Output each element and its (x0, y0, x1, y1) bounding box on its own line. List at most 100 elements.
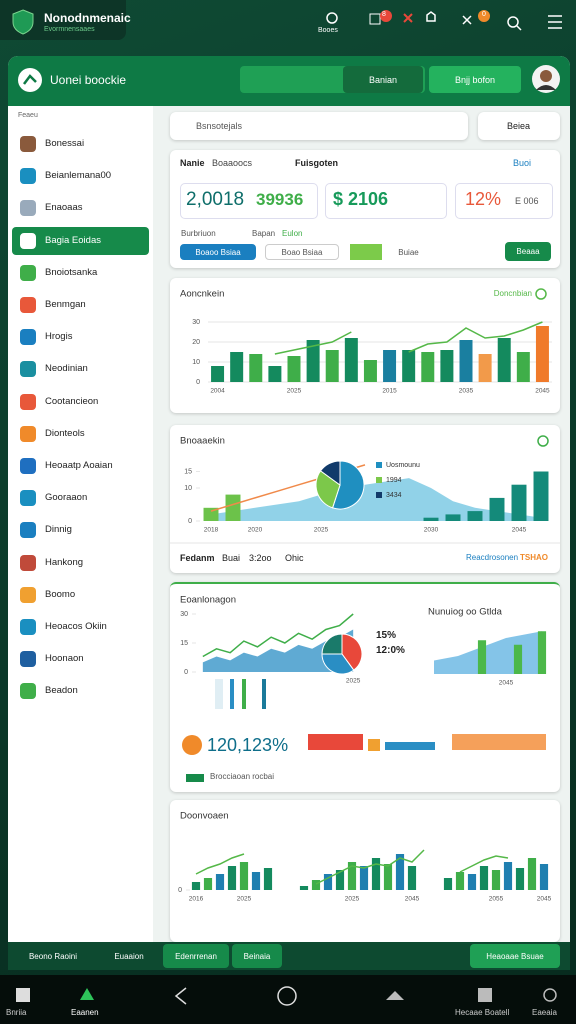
bar (371, 858, 381, 890)
tab[interactable]: Beinaia (232, 944, 282, 968)
sidebar-item[interactable]: Dinnig (45, 524, 72, 536)
bar (359, 866, 369, 890)
sidebar-item[interactable]: Heoaatp Aoaian (45, 460, 113, 471)
x-tick-label: 2004 (210, 388, 225, 395)
sidebar-icon[interactable] (20, 393, 36, 410)
sidebar-icon[interactable] (20, 651, 36, 668)
sidebar-item[interactable]: Boomo (45, 588, 76, 600)
nav-icons[interactable] (0, 980, 576, 1008)
tab[interactable]: Nanie (180, 158, 205, 168)
tab[interactable]: Euaaion (114, 951, 144, 961)
sidebar-item[interactable]: Benmgan (45, 299, 86, 310)
button[interactable]: Boao Bsiaa (265, 244, 339, 260)
bar (323, 874, 333, 890)
sidebar-icon[interactable] (20, 554, 36, 571)
sidebar-item[interactable]: Hankong (45, 556, 84, 568)
chart-title: Nunuiog oo Gtlda (428, 607, 503, 618)
sidebar-icon[interactable] (20, 490, 36, 507)
bar (516, 352, 530, 382)
nav-label[interactable]: Bnriia (6, 1008, 27, 1017)
badge: 8 (382, 11, 386, 18)
sidebar-icon[interactable] (20, 264, 36, 281)
button[interactable]: Buiae (398, 247, 419, 257)
bar (515, 868, 525, 890)
sidebar-item[interactable]: Beadon (45, 685, 78, 697)
tab[interactable]: Boaaoocs (212, 158, 253, 168)
button[interactable]: Boaoo Bsiaa (180, 244, 256, 260)
sidebar-item[interactable]: Hoonaon (45, 653, 84, 665)
stat: E 006 (515, 196, 539, 206)
x-tick-label: 2045 (535, 388, 550, 395)
x-tick-label: 2018 (204, 527, 219, 534)
sidebar-icon[interactable] (20, 297, 36, 313)
sidebar-icon[interactable] (20, 586, 36, 603)
chart: Bnoaaekin 0 10 15 2018 2020 2025 2030 2045 Uosmou… (170, 435, 560, 544)
nav-label[interactable]: Hecaae Boatell (455, 1008, 510, 1017)
tab[interactable]: Beono Raoini (28, 951, 78, 961)
sidebar-icon[interactable] (20, 683, 36, 700)
chart-title: Bnoaaekin (180, 436, 225, 447)
stat: 39936 (256, 190, 304, 209)
nav-label[interactable]: Eaeaia (532, 1008, 557, 1017)
tab[interactable]: Edenrrenan (163, 944, 229, 968)
sidebar-icon[interactable] (20, 458, 36, 474)
stat: 2,0018 (186, 189, 245, 210)
x-tick-label: 2045 (512, 527, 527, 534)
button[interactable]: Banian (343, 66, 423, 93)
pie-slice (341, 633, 363, 671)
button[interactable]: Heaoaae Bsuae (470, 944, 560, 968)
link[interactable]: Buoi (513, 158, 532, 168)
toolbar-icon[interactable] (16, 66, 44, 94)
sidebar-icon[interactable] (20, 200, 36, 217)
sidebar-item[interactable]: Bagia Eoidas (45, 234, 101, 246)
sidebar-item[interactable]: Bnoiotsanka (45, 266, 98, 278)
chart-panel: Bnoaaekin 0 10 15 2018 2020 2025 2030 2045 Uosmou… (170, 425, 560, 573)
filter[interactable]: Eulon (282, 229, 303, 238)
sidebar-item[interactable]: Hrogis (45, 331, 73, 343)
sidebar-item[interactable]: Beianlemana00 (45, 170, 112, 182)
sidebar-icon[interactable] (20, 329, 36, 346)
logo[interactable] (12, 9, 34, 35)
bar (527, 858, 537, 890)
sidebar-item[interactable]: Cootancieon (45, 395, 99, 407)
sidebar-icon[interactable] (20, 361, 36, 378)
sidebar-item[interactable]: Gooraaon (45, 492, 88, 504)
dropdown[interactable] (478, 112, 560, 140)
toggle[interactable] (350, 244, 382, 260)
sidebar-icon[interactable] (20, 425, 36, 442)
search-box[interactable] (170, 112, 468, 140)
stat-box (325, 183, 447, 219)
sidebar-item[interactable]: Heoacos Okiin (45, 621, 107, 632)
chart-panel: Eoanlonagon 0 15 30 2025 Nunuiog oo Gtlda 2045 (170, 582, 560, 792)
y-tick-label: 10 (184, 485, 192, 492)
sidebar-icon[interactable] (20, 619, 36, 635)
sidebar-icon[interactable] (20, 136, 36, 152)
top-icons[interactable] (300, 6, 576, 38)
avatar[interactable] (531, 64, 561, 94)
filter[interactable]: Bapan (252, 229, 276, 238)
tab[interactable]: Fuisgoten (295, 158, 338, 168)
bar (491, 870, 501, 890)
bar (263, 868, 273, 890)
filter[interactable]: Burbriuon (181, 229, 216, 238)
bar (203, 878, 213, 890)
sidebar-item[interactable]: Neodinian (45, 363, 88, 375)
sidebar-icon[interactable] (20, 522, 36, 539)
legend-marker (535, 288, 547, 300)
nav-label[interactable]: Eaanen (71, 1008, 99, 1017)
sidebar-item[interactable]: Enaoaas (45, 202, 83, 214)
chart: Doonvoaen 0 2016 2025 2025 2045 2055 2045 (178, 811, 552, 903)
footer-link[interactable]: Reacdrosonen (466, 553, 519, 562)
sidebar-item[interactable]: Bonessai (45, 138, 85, 149)
bar (347, 862, 357, 890)
sidebar-icon[interactable] (20, 232, 36, 249)
sidebar-item[interactable]: Dionteols (45, 427, 85, 439)
x-tick-label: 2020 (248, 527, 263, 534)
app-subtitle: Evormnensaaes (44, 26, 95, 33)
x-tick-label: 2055 (489, 896, 504, 903)
sidebar-icon[interactable] (20, 168, 36, 185)
bar (511, 484, 527, 521)
button[interactable]: Bnjj bofon (429, 66, 521, 93)
button[interactable]: Beaaa (505, 242, 551, 261)
